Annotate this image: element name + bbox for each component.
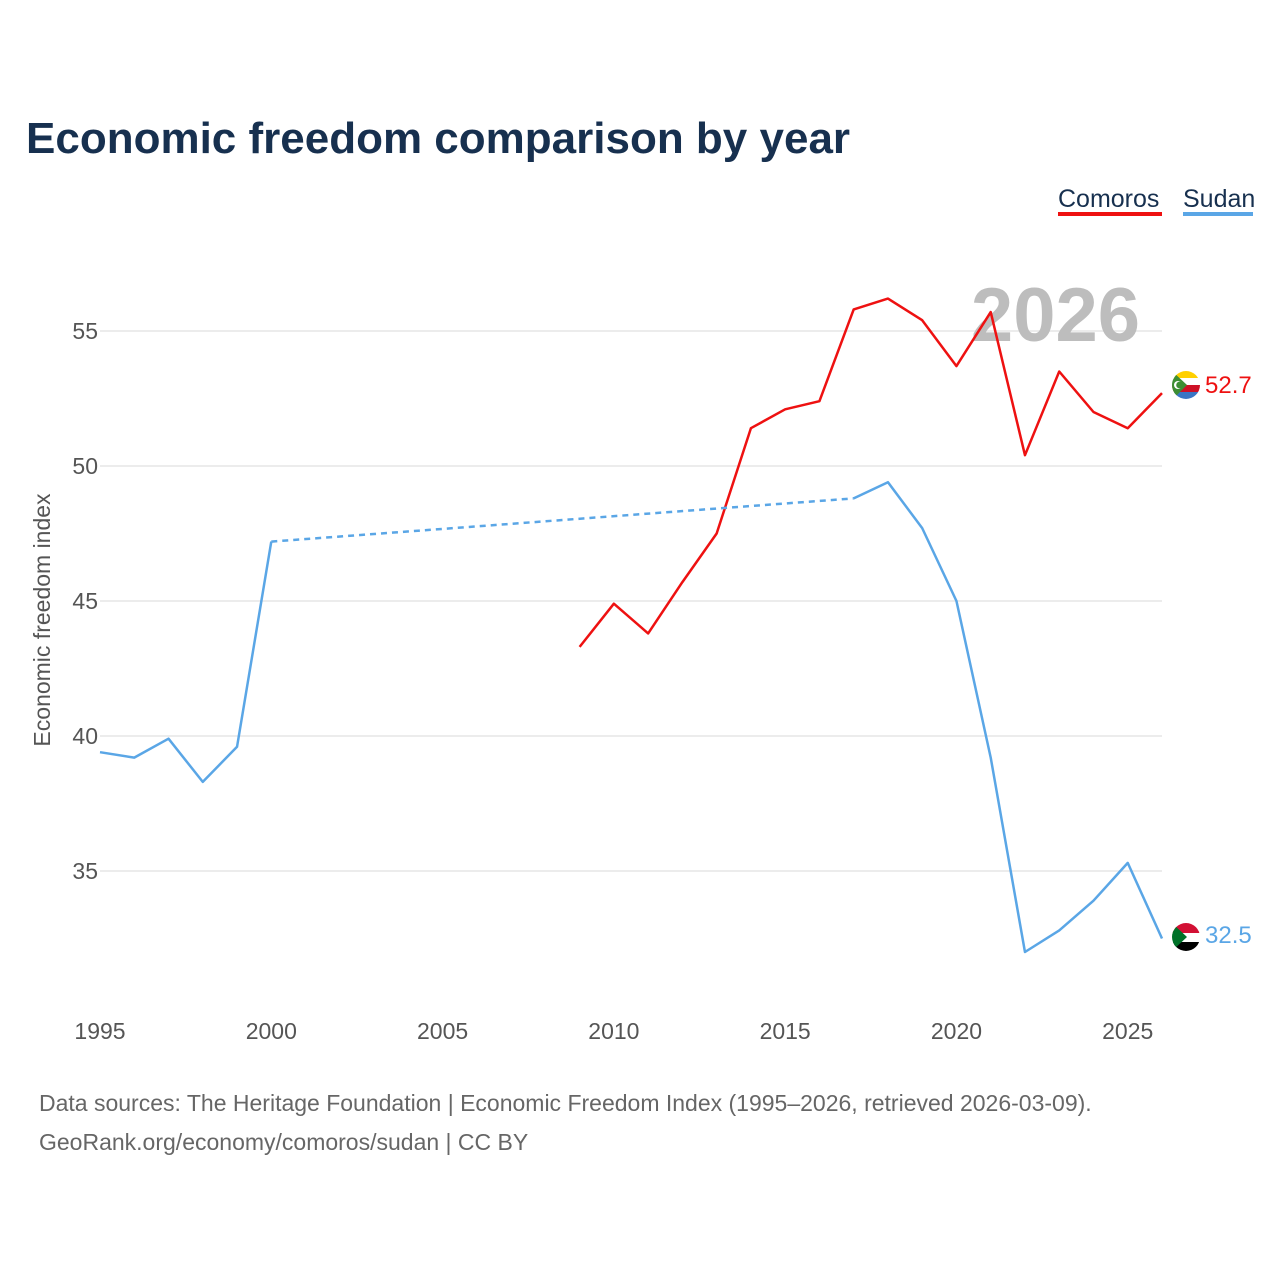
x-tick-label: 2000 [246, 1018, 297, 1044]
series-line-sudan [99, 541, 273, 784]
y-tick-label: 45 [72, 588, 98, 614]
x-tick-label: 2010 [588, 1018, 639, 1044]
x-ticks: 1995 2000 2005 2010 2015 2020 2025 [74, 1018, 1153, 1044]
x-tick-label: 2025 [1102, 1018, 1153, 1044]
x-tick-label: 2005 [417, 1018, 468, 1044]
y-tick-label: 40 [72, 723, 98, 749]
source-line-1: Data sources: The Heritage Foundation | … [39, 1090, 1092, 1116]
end-markers [1172, 371, 1200, 951]
series-lines [99, 297, 1164, 954]
x-tick-label: 1995 [74, 1018, 125, 1044]
source-line-2[interactable]: GeoRank.org/economy/comoros/sudan | CC B… [39, 1129, 528, 1155]
y-tick-label: 50 [72, 453, 98, 479]
series-line-comoros [578, 297, 1163, 648]
legend-sudan-swatch [1183, 212, 1253, 216]
y-ticks: 35 40 45 50 55 [72, 318, 98, 884]
y-tick-label: 55 [72, 318, 98, 344]
legend-comoros[interactable]: Comoros [1058, 185, 1159, 213]
sudan-flag [1172, 923, 1200, 951]
legend-comoros-swatch [1058, 212, 1162, 216]
y-axis-label: Economic freedom index [29, 493, 55, 747]
highlight-year: 2026 [971, 273, 1140, 358]
gridlines [100, 330, 1162, 872]
y-tick-label: 35 [72, 858, 98, 884]
legend: Comoros Sudan [1058, 185, 1255, 216]
end-label-sudan: 32.5 [1205, 922, 1252, 949]
x-tick-label: 2020 [931, 1018, 982, 1044]
x-tick-label: 2015 [760, 1018, 811, 1044]
legend-sudan[interactable]: Sudan [1183, 185, 1255, 213]
end-label-comoros: 52.7 [1205, 372, 1252, 399]
comoros-flag [1172, 371, 1200, 399]
chart-title: Economic freedom comparison by year [26, 114, 850, 163]
series-line-sudan [853, 480, 1164, 954]
series-gap-sudan [271, 497, 854, 543]
